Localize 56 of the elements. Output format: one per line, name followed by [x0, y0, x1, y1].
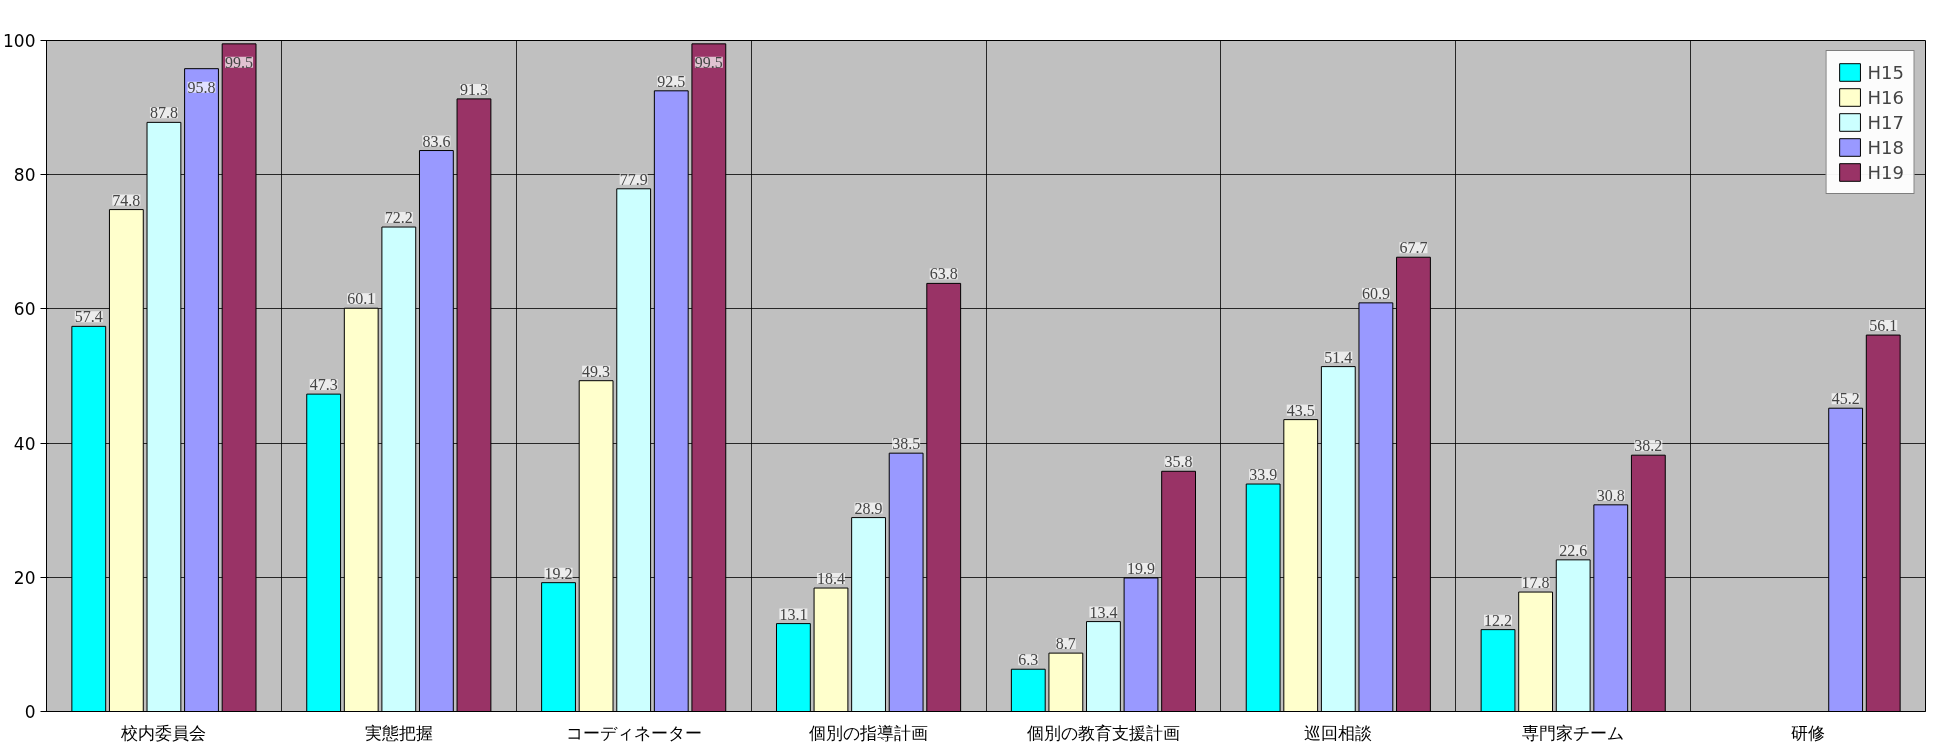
- data-label: 77.9: [619, 170, 648, 188]
- data-label: 72.2: [384, 209, 413, 227]
- data-label: 33.9: [1249, 466, 1278, 484]
- x-tick-label: 実態把握: [364, 722, 433, 743]
- legend-label: H17: [1867, 111, 1904, 133]
- legend-label: H19: [1867, 161, 1904, 183]
- x-tick-label: 個別の教育支援計画: [1026, 722, 1180, 743]
- data-label: 60.1: [347, 290, 376, 308]
- data-label: 91.3: [459, 80, 488, 98]
- data-label: 30.8: [1596, 486, 1625, 504]
- data-label: 38.2: [1634, 437, 1663, 455]
- data-label: 22.6: [1559, 541, 1588, 559]
- legend-label: H16: [1867, 86, 1904, 108]
- data-label: 95.8: [187, 78, 216, 96]
- x-tick-label: 専門家チーム: [1522, 722, 1625, 743]
- y-tick-label: 60: [13, 299, 36, 320]
- data-label: 45.2: [1831, 390, 1860, 408]
- data-label: 43.5: [1286, 401, 1315, 419]
- data-label: 13.1: [779, 605, 808, 623]
- y-tick-label: 40: [13, 433, 36, 454]
- data-label: 57.4: [74, 308, 103, 326]
- x-tick-label: 研修: [1791, 722, 1826, 743]
- x-tick-label: 巡回相談: [1304, 722, 1373, 743]
- x-tick-label: 個別の指導計画: [809, 722, 929, 743]
- data-label: 87.8: [149, 104, 178, 122]
- legend-label: H15: [1867, 61, 1904, 83]
- data-label: 51.4: [1324, 348, 1353, 366]
- data-label: 83.6: [422, 132, 451, 150]
- data-label: 67.7: [1399, 239, 1428, 257]
- data-label: 38.5: [892, 435, 921, 453]
- data-label: 17.8: [1521, 574, 1550, 592]
- data-label: 60.9: [1361, 284, 1390, 302]
- y-tick-label: 20: [13, 567, 36, 588]
- data-label: 49.3: [582, 362, 611, 380]
- data-label: 63.8: [929, 265, 958, 283]
- x-tick-label: コーディネーター: [565, 722, 702, 743]
- data-label: 56.1: [1869, 317, 1898, 335]
- data-label: 6.3: [1018, 651, 1039, 669]
- y-tick-label: 100: [3, 31, 36, 51]
- data-label: 19.9: [1127, 559, 1156, 577]
- data-label: 19.2: [544, 564, 573, 582]
- y-tick-label: 80: [13, 165, 36, 186]
- legend-label: H18: [1867, 136, 1904, 158]
- data-label: 99.5: [694, 53, 723, 71]
- data-label: 47.3: [309, 376, 338, 394]
- data-label: 8.7: [1055, 635, 1076, 653]
- data-label: 13.4: [1089, 603, 1118, 621]
- data-label: 99.5: [225, 53, 254, 71]
- data-label: 18.4: [816, 570, 845, 588]
- data-label: 92.5: [657, 72, 686, 90]
- data-label: 28.9: [854, 499, 883, 517]
- y-tick-label: 0: [24, 702, 36, 722]
- data-label: 74.8: [112, 191, 141, 209]
- data-label: 35.8: [1164, 453, 1193, 471]
- x-tick-label: 校内委員会: [120, 722, 207, 743]
- data-label: 12.2: [1484, 611, 1513, 629]
